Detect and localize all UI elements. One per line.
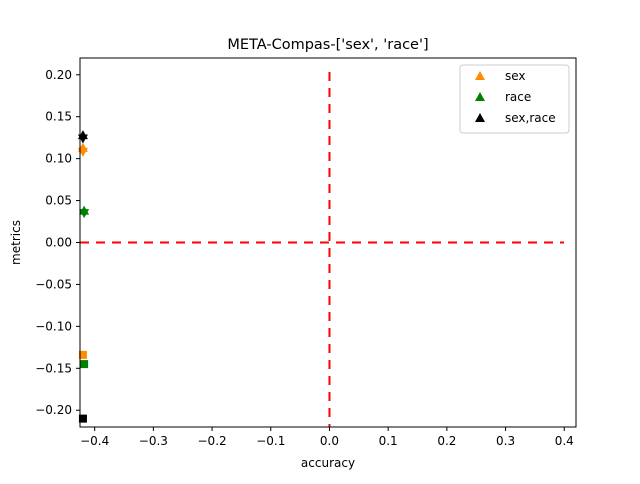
y-tick-label: −0.15: [35, 361, 72, 375]
legend: sex race sex,race: [459, 64, 570, 134]
data-point-sex-race-2: [78, 414, 87, 423]
y-tick-label: −0.20: [35, 403, 72, 417]
y-tick-label: 0.05: [45, 194, 72, 208]
y-tick-label: −0.10: [35, 319, 72, 333]
x-tick-label: 0.2: [437, 434, 456, 448]
x-tick-label: 0.0: [320, 434, 339, 448]
y-tick-label: −0.05: [35, 277, 72, 291]
legend-marker-sex-race: [475, 113, 485, 122]
x-axis-label: accuracy: [301, 456, 355, 470]
chart-title: META-Compas-['sex', 'race']: [227, 37, 428, 53]
x-tick-label: 0.4: [555, 434, 574, 448]
legend-label: race: [505, 90, 531, 104]
y-tick-label: 0.10: [45, 152, 72, 166]
y-axis-label: metrics: [9, 220, 23, 265]
x-tick-label: −0.4: [80, 434, 109, 448]
x-tick-label: 0.3: [496, 434, 515, 448]
y-tick-label: 0.15: [45, 110, 72, 124]
legend-marker-sex: [475, 71, 485, 80]
x-tick-label: −0.1: [256, 434, 285, 448]
y-tick-label: 0.00: [45, 236, 72, 250]
legend-label: sex: [505, 69, 526, 83]
legend-box: [459, 64, 570, 134]
x-tick-label: 0.1: [379, 434, 398, 448]
data-point-race-1: [79, 209, 90, 219]
legend-label: sex,race: [505, 111, 556, 125]
x-tick-label: −0.2: [198, 434, 227, 448]
data-point-sex-2: [78, 350, 87, 359]
data-point-race-2: [80, 360, 89, 369]
x-tick-label: −0.3: [139, 434, 168, 448]
axes: −0.4 −0.3 −0.2 −0.1 0.0 0.1 0.2 0.3 0.4 −0.20 −0.1…: [35, 68, 574, 448]
legend-marker-race: [475, 92, 485, 101]
y-tick-label: 0.20: [45, 68, 72, 82]
